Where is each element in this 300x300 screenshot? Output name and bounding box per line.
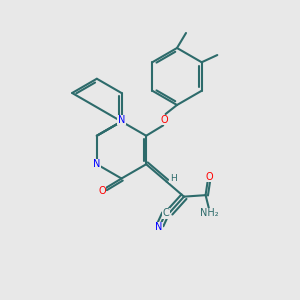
Text: N: N (93, 159, 100, 169)
Text: N: N (155, 222, 162, 232)
Text: O: O (98, 185, 106, 196)
Text: H: H (170, 173, 177, 182)
Text: C: C (163, 208, 170, 218)
Text: O: O (160, 115, 168, 125)
Text: NH₂: NH₂ (200, 208, 218, 218)
Text: N: N (118, 115, 125, 125)
Text: O: O (206, 172, 213, 182)
